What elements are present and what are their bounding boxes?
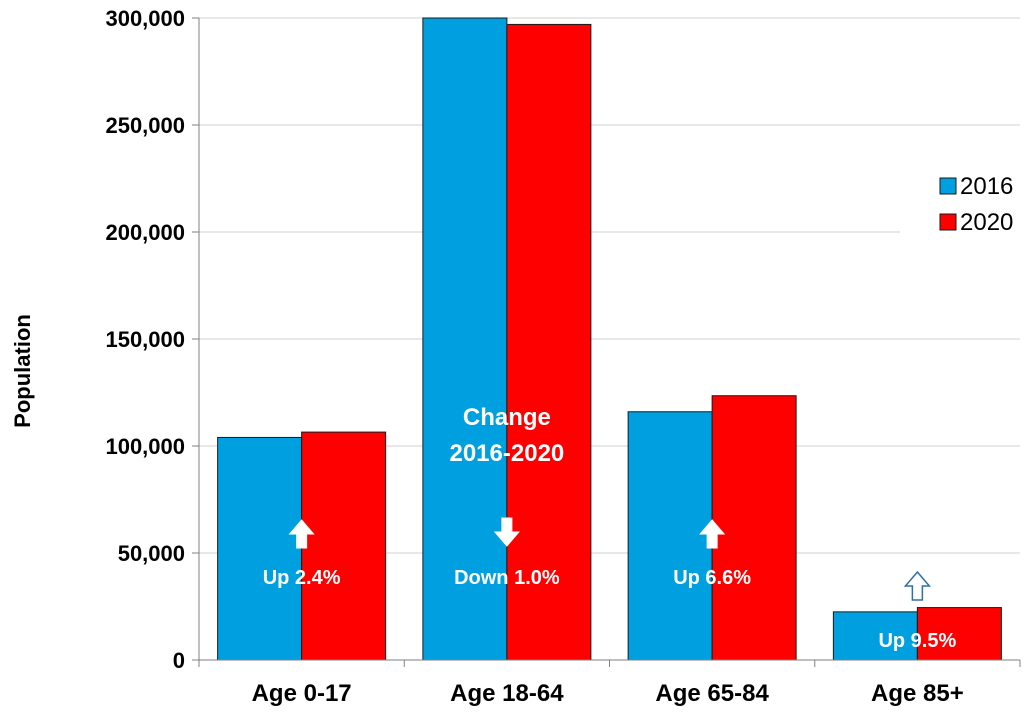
bar-2016-3 (832, 611, 918, 661)
y-tick-labels: 0 50,000 100,000 150,000 200,000 250,000 300,0… (105, 6, 185, 673)
change-title-line: Change (463, 404, 551, 431)
y-tick-label: 300,000 (105, 6, 185, 31)
bar-2020-3 (916, 607, 1002, 661)
legend-label: 2020 (960, 209, 1013, 236)
y-tick-label: 200,000 (105, 220, 185, 245)
axes (192, 17, 1021, 667)
y-tick-label: 0 (173, 648, 185, 673)
arrow-up-icon (288, 519, 315, 549)
x-category-labels: Age 0-17 Age 18-64 Age 65-84 Age 85+ (252, 680, 964, 707)
bars (217, 17, 1002, 661)
y-axis-label: Population (10, 314, 35, 428)
change-title-line: 2016-2020 (449, 440, 564, 467)
arrow-up-icon (699, 519, 726, 549)
bar-2020-1 (506, 23, 592, 661)
legend-swatch (939, 213, 957, 231)
x-category-label: Age 0-17 (252, 680, 352, 707)
x-category-label: Age 65-84 (655, 680, 769, 707)
bar-2016-0 (217, 436, 303, 661)
bar-2016-1 (422, 17, 508, 661)
x-category-label: Age 85+ (871, 680, 964, 707)
legend-box (900, 163, 1030, 259)
change-label: Down 1.0% (454, 567, 560, 589)
y-tick-label: 250,000 (105, 113, 185, 138)
arrow-up-icon (903, 570, 932, 601)
change-label: Up 6.6% (673, 567, 751, 589)
legend: 2016 2020 (900, 163, 1030, 259)
y-tick-label: 150,000 (105, 327, 185, 352)
arrow-down-icon (493, 517, 520, 547)
x-category-label: Age 18-64 (450, 680, 564, 707)
bar-2016-2 (627, 411, 713, 661)
y-tick-label: 100,000 (105, 434, 185, 459)
legend-swatch (939, 177, 957, 195)
bar-2020-0 (301, 431, 387, 661)
change-label: Up 2.4% (263, 567, 341, 589)
bar-2020-2 (711, 395, 797, 661)
change-label: Up 9.5% (878, 630, 956, 652)
legend-label: 2016 (960, 173, 1013, 200)
change-annotations: Change 2016-2020 Up 2.4% Down 1.0% Up 6.6% Up… (263, 404, 957, 652)
y-tick-label: 50,000 (118, 541, 185, 566)
